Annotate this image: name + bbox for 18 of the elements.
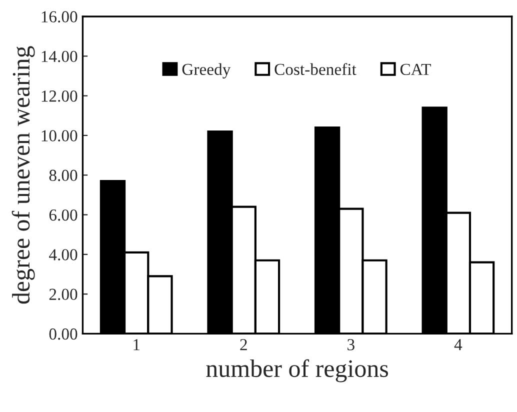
y-tick-label: 0.00 [49,328,78,340]
y-tick-label: 14.00 [42,50,78,62]
x-tick-label: 4 [454,339,462,350]
y-tick-label: 16.00 [42,11,78,22]
x-tick-label: 3 [348,339,354,350]
x-tick-label: 2 [240,339,247,350]
legend-label: CAT [400,64,431,76]
y-tick-label: 6.00 [49,209,78,221]
y-tick-label: 2.00 [49,288,78,300]
y-tick-label: 12.00 [42,90,78,102]
y-tick-label: 4.00 [49,249,78,260]
y-axis-title: degree of uneven wearing [12,46,35,304]
y-tick-label: 8.00 [49,170,78,182]
legend-label: Cost-benefit [274,63,356,76]
y-tick-label: 10.00 [42,130,78,142]
legend-label: Greedy [182,63,231,78]
x-axis-title: number of regions [206,359,388,382]
x-tick-label: 1 [134,339,140,350]
